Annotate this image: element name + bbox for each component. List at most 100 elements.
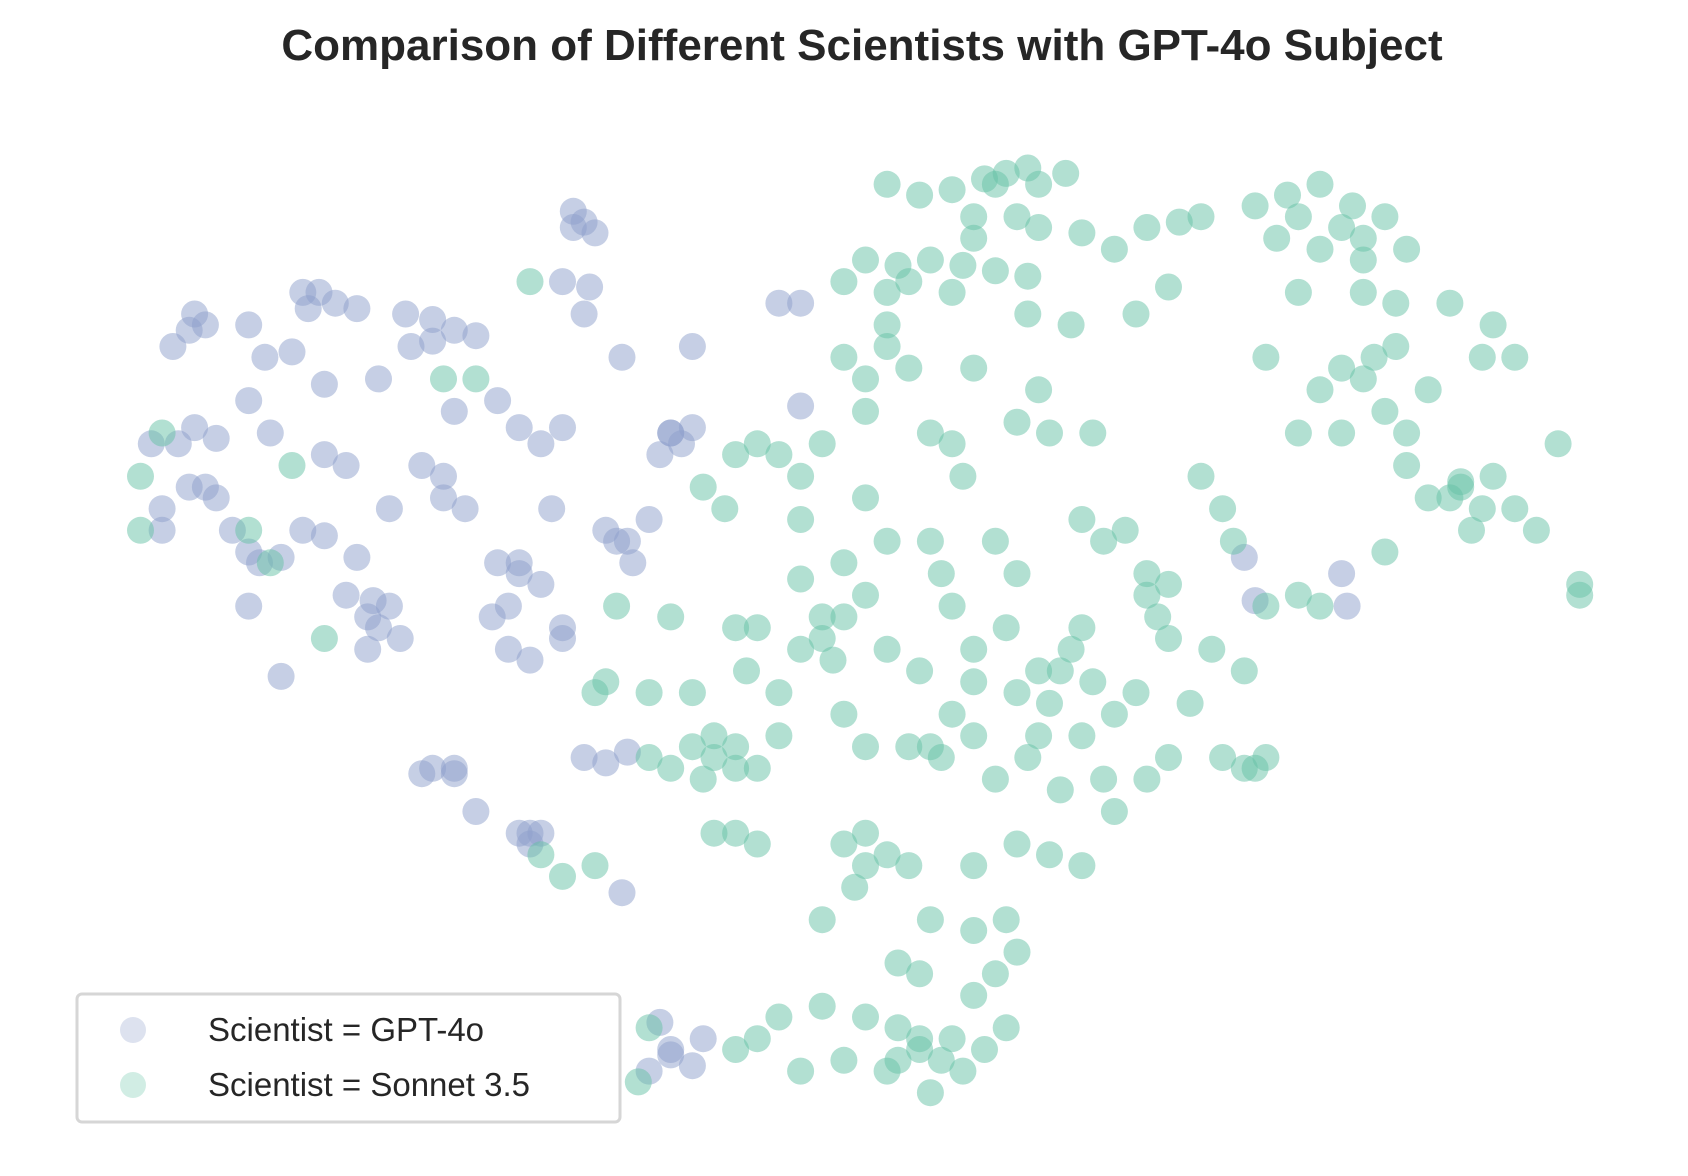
scatter-point (873, 635, 901, 663)
scatter-point (148, 495, 176, 523)
scatter-point (992, 906, 1020, 934)
legend-label-gpt4o: Scientist = GPT-4o (208, 1011, 484, 1048)
scatter-point (527, 570, 555, 598)
scatter-point (949, 462, 977, 490)
scatter-point (1133, 581, 1161, 609)
scatter-point (949, 1057, 977, 1085)
scatter-point (1339, 192, 1366, 220)
scatter-point (1014, 300, 1042, 328)
scatter-point (1025, 214, 1053, 241)
scatter-point (1014, 154, 1042, 182)
scatter-point (700, 722, 728, 750)
scatter-point (1382, 333, 1410, 360)
scatter-point (971, 1036, 998, 1063)
scatter-point (619, 549, 647, 577)
scatter-point (1025, 722, 1053, 750)
scatter-point (1090, 527, 1118, 555)
scatter-point (852, 484, 879, 512)
plot-area (127, 154, 1594, 1107)
scatter-point (1133, 560, 1161, 588)
scatter-point (256, 419, 284, 447)
scatter-point (700, 819, 728, 847)
scatter-point (722, 1036, 750, 1063)
scatter-point (310, 370, 338, 398)
scatter-point (1046, 657, 1074, 685)
scatter-point (852, 365, 879, 393)
scatter-point (1328, 214, 1356, 241)
scatter-point (516, 268, 544, 296)
scatter-point (1122, 679, 1150, 707)
scatter-point (884, 949, 912, 977)
scatter-point (1111, 516, 1139, 544)
scatter-point (657, 1036, 685, 1063)
scatter-point (906, 1036, 934, 1063)
scatter-point (1133, 765, 1161, 793)
scatter-point (549, 862, 576, 890)
scatter-point (711, 495, 739, 523)
scatter-point (354, 635, 382, 663)
scatter-point (992, 614, 1020, 642)
scatter-point (1036, 689, 1063, 717)
scatter-point (1566, 581, 1594, 609)
legend: Scientist = GPT-4o Scientist = Sonnet 3.… (75, 992, 622, 1124)
scatter-point (1198, 635, 1226, 663)
scatter-point (916, 419, 944, 447)
scatter-point (397, 333, 425, 360)
scatter-point (127, 516, 154, 544)
scatter-point (159, 333, 187, 360)
scatter-point (743, 830, 771, 858)
scatter-point (1068, 852, 1096, 880)
scatter-point (1284, 581, 1312, 609)
scatter-point (852, 733, 879, 761)
scatter-point (722, 733, 750, 761)
scatter-point (1274, 181, 1301, 209)
scatter-point (581, 852, 609, 880)
scatter-point (635, 744, 663, 771)
scatter-point (1382, 289, 1410, 317)
scatter-point (1328, 560, 1356, 588)
scatter-point (700, 744, 728, 771)
scatter-point (1241, 192, 1269, 220)
scatter-point (916, 906, 944, 934)
scatter-point (960, 981, 988, 1009)
scatter-point (852, 581, 879, 609)
scatter-point (938, 430, 966, 458)
scatter-point (722, 441, 750, 469)
scatter-point (938, 1025, 966, 1053)
scatter-point (1155, 744, 1182, 771)
scatter-point (419, 306, 447, 333)
scatter-point (1003, 560, 1031, 588)
scatter-point (1079, 419, 1107, 447)
scatter-point (819, 646, 847, 674)
scatter-point (549, 414, 576, 442)
scatter-point (830, 700, 858, 728)
scatter-point (1393, 235, 1421, 263)
scatter-point (787, 392, 815, 420)
scatter-point (505, 414, 533, 442)
scatter-point (613, 738, 641, 766)
scatter-point (419, 754, 447, 782)
scatter-point (916, 527, 944, 555)
scatter-point (1100, 235, 1128, 263)
scatter-point (1100, 700, 1128, 728)
scatter-point (235, 538, 263, 566)
scatter-point (852, 1003, 879, 1031)
scatter-point (927, 560, 955, 588)
scatter-point (808, 906, 836, 934)
scatter-point (235, 387, 263, 415)
scatter-point (516, 819, 544, 847)
scatter-point (624, 1068, 652, 1096)
scatter-point (808, 603, 836, 631)
scatter-point (1252, 744, 1280, 771)
scatter-point (278, 452, 306, 479)
scatter-point (1501, 343, 1529, 371)
scatter-point (430, 365, 457, 393)
scatter-point (884, 1014, 912, 1042)
scatter-point (830, 268, 858, 296)
scatter-point (787, 506, 815, 533)
scatter-point (1479, 311, 1507, 339)
scatter-point (1544, 430, 1572, 458)
scatter-point (1436, 289, 1464, 317)
scatter-point (440, 754, 468, 782)
scatter-point (462, 365, 490, 393)
